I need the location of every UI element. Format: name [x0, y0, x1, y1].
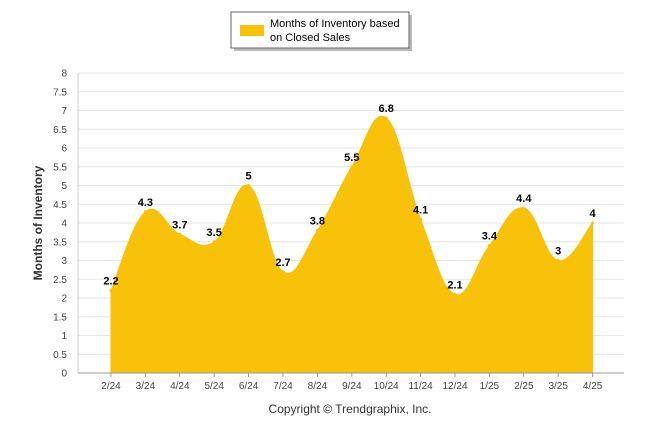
- x-tick-label: 2/24: [101, 381, 121, 392]
- data-label: 4: [590, 208, 597, 220]
- x-tick-label: 2/25: [514, 381, 534, 392]
- y-tick-label: 4.5: [53, 200, 67, 211]
- x-tick-label: 6/24: [239, 381, 259, 392]
- y-tick-label: 0.5: [53, 350, 67, 361]
- y-tick-label: 5: [61, 181, 67, 192]
- data-point: [247, 184, 251, 187]
- x-tick-label: 5/24: [204, 381, 224, 392]
- y-tick-label: 3.5: [53, 237, 67, 248]
- y-tick-label: 1.5: [53, 312, 67, 323]
- y-tick-label: 6.5: [53, 125, 67, 136]
- y-tick-label: 5.5: [53, 162, 67, 173]
- data-point: [453, 292, 457, 296]
- y-tick-label: 6: [61, 144, 67, 155]
- data-label: 6.8: [379, 103, 394, 115]
- data-label: 2.1: [447, 279, 462, 291]
- y-tick-label: 3: [61, 256, 67, 267]
- x-tick-label: 1/25: [480, 381, 500, 392]
- x-tick-label: 3/25: [548, 381, 568, 392]
- legend-label-line-1: Months of Inventory based: [270, 18, 400, 30]
- data-label: 4.1: [413, 204, 428, 216]
- x-tick-label: 3/24: [136, 381, 156, 392]
- y-tick-label: 1: [61, 331, 67, 342]
- y-tick-label: 8: [61, 69, 67, 80]
- data-point: [350, 165, 354, 169]
- data-point: [591, 221, 595, 225]
- legend[interactable]: Months of Inventory based on Closed Sale…: [230, 11, 412, 51]
- data-labels: 2.2 4.3 3.7 3.5 5 2.7 3.8 5.5 6.8 4.1 2.1 3.4 4.4 3 4: [103, 103, 596, 291]
- data-point: [315, 229, 319, 232]
- copyright-text: Copyright © Trendgraphix, Inc.: [269, 402, 432, 416]
- data-point: [487, 244, 491, 247]
- data-label: 4.4: [516, 193, 532, 205]
- y-tick-label: 2: [61, 294, 67, 305]
- y-tick-label: 4: [61, 219, 67, 230]
- data-label: 2.2: [103, 276, 118, 288]
- data-label: 4.3: [138, 197, 153, 209]
- data-label: 5: [246, 171, 252, 183]
- y-tick-label: 2.5: [53, 275, 67, 286]
- data-point: [384, 116, 388, 120]
- x-tick-label: 12/24: [442, 381, 467, 392]
- data-label: 3.8: [310, 216, 325, 228]
- y-tick-label: 7.5: [53, 87, 67, 98]
- x-tick-label: 4/25: [583, 381, 603, 392]
- x-tick-label: 11/24: [408, 381, 433, 392]
- y-tick-label: 7: [61, 106, 67, 117]
- area-series: [109, 115, 595, 374]
- legend-label-line-2: on Closed Sales: [270, 32, 351, 44]
- data-label: 3.7: [172, 219, 187, 231]
- data-point: [281, 270, 285, 274]
- data-label: 5.5: [344, 152, 359, 164]
- x-tick-label: 8/24: [308, 381, 328, 392]
- data-point: [419, 217, 423, 221]
- legend-swatch: [240, 25, 264, 36]
- data-label: 3.4: [482, 231, 498, 243]
- data-label: 2.7: [275, 257, 290, 269]
- data-point: [143, 210, 147, 214]
- x-tick-label: 10/24: [374, 381, 399, 392]
- data-point: [556, 259, 560, 262]
- x-tick-label: 9/24: [342, 381, 362, 392]
- data-point: [212, 240, 216, 244]
- data-point: [178, 232, 182, 236]
- data-label: 3.5: [207, 227, 222, 239]
- data-label: 3: [555, 246, 561, 258]
- data-point: [109, 289, 113, 292]
- axes: 0 0.5 1 1.5 2 2.5 3 3.5 4 4.5 5 5.5 6 6.5 7 7.5 8 2/24 3/2…: [53, 69, 624, 392]
- data-point: [522, 206, 526, 210]
- y-tick-label: 0: [61, 369, 67, 380]
- x-tick-label: 7/24: [273, 381, 293, 392]
- x-tick-label: 4/24: [170, 381, 190, 392]
- y-axis-title: Months of Inventory: [31, 165, 45, 280]
